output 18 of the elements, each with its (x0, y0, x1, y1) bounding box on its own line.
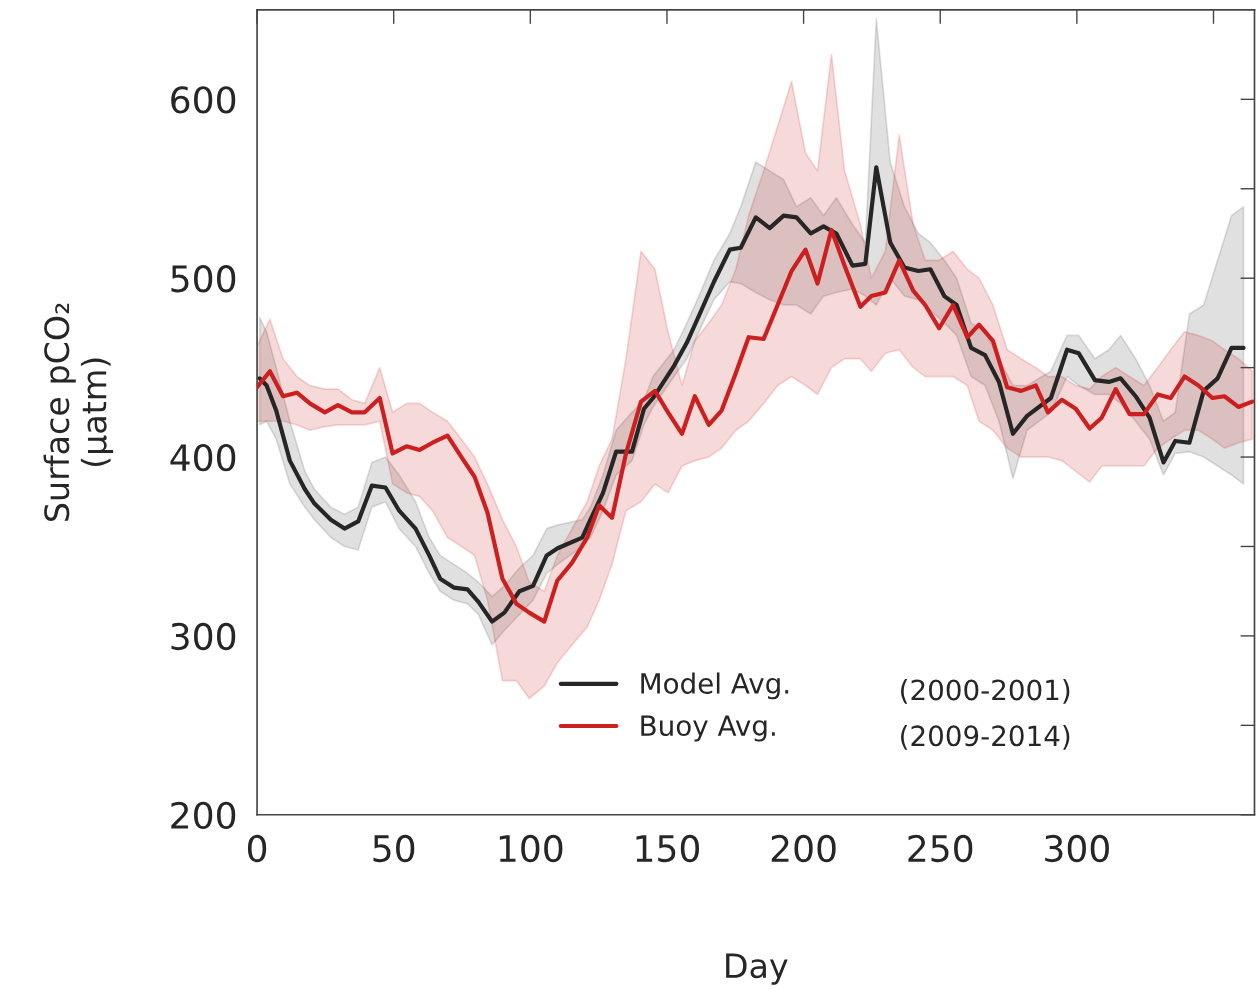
x-tick-label: 200 (771, 834, 836, 863)
annotation: (2009-2014) (901, 724, 1070, 750)
x-tick-label: 100 (499, 834, 563, 863)
y-tick-label: 300 (171, 622, 236, 651)
y-tick-label: 600 (171, 86, 236, 114)
x-tick-label: 300 (1045, 834, 1109, 863)
legend-label: Buoy Avg. (641, 715, 775, 742)
legend-label: Model Avg. (641, 672, 789, 700)
annotation: (2000-2001) (901, 679, 1070, 704)
x-tick-label: 150 (636, 834, 700, 863)
x-tick-label: 0 (247, 834, 267, 863)
x-tick-label: 50 (373, 834, 415, 863)
x-axis-title: Day (726, 953, 788, 985)
y-tick-label: 200 (171, 801, 236, 829)
x-tick-label: 250 (908, 834, 973, 863)
y-tick-label: 400 (170, 443, 236, 472)
y-axis-title: Surface pCO₂ (µatm) (43, 303, 114, 521)
y-tick-label: 500 (171, 265, 236, 293)
